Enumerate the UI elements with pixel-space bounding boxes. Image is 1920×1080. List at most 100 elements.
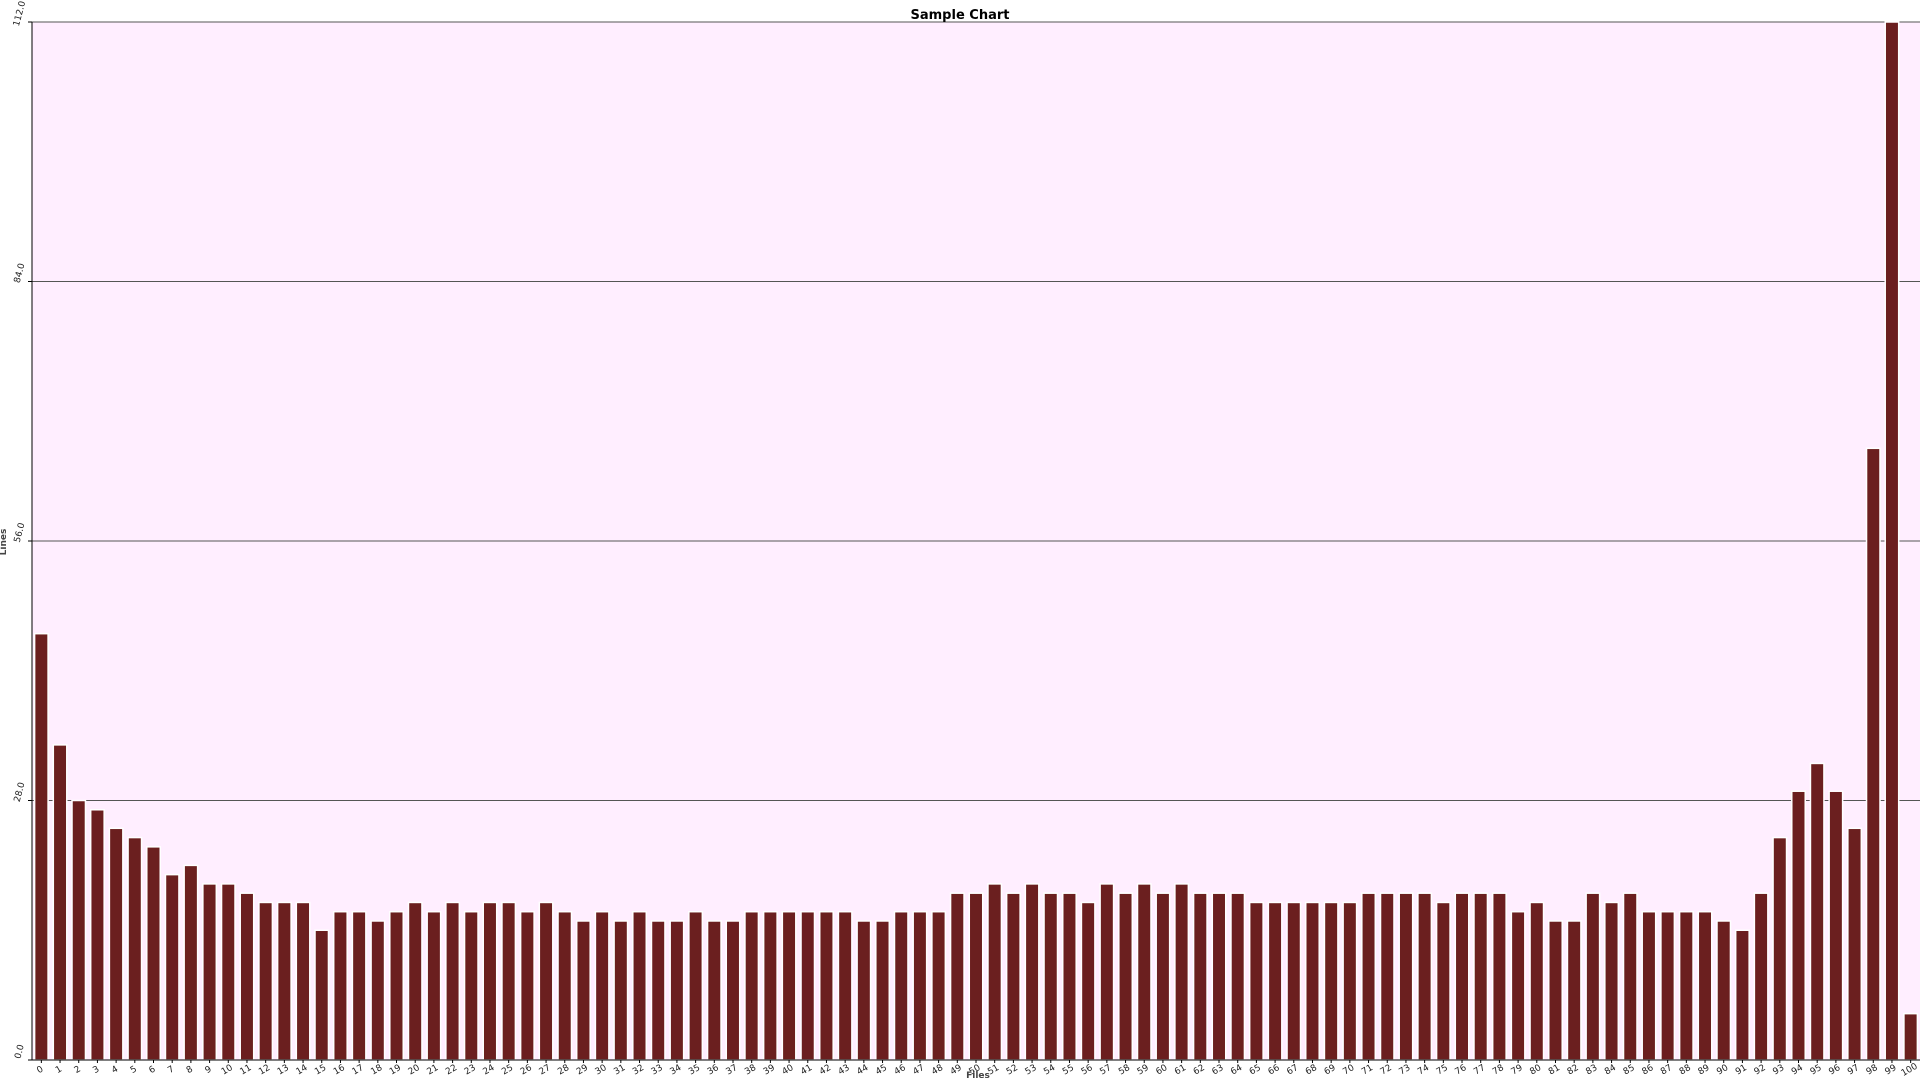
- bar-93: [1772, 836, 1788, 1061]
- x-tick-label: 0: [35, 1064, 45, 1076]
- bar-38: [744, 910, 760, 1061]
- bar-66: [1267, 901, 1283, 1061]
- bar-27: [538, 901, 554, 1061]
- x-tick-label: 86: [1640, 1063, 1655, 1078]
- x-tick-label: 7: [166, 1065, 176, 1077]
- bar-22: [445, 901, 461, 1061]
- bar-16: [332, 910, 348, 1061]
- bar-88: [1678, 910, 1694, 1061]
- bar-50: [968, 892, 984, 1061]
- x-tick-label: 73: [1397, 1063, 1412, 1077]
- bar-63: [1211, 892, 1227, 1061]
- bar-90: [1716, 920, 1732, 1061]
- bar-21: [426, 910, 442, 1061]
- bar-67: [1286, 901, 1302, 1061]
- bar-20: [407, 901, 423, 1061]
- x-tick-label: 21: [425, 1063, 440, 1077]
- bar-8: [183, 864, 199, 1061]
- bar-59: [1136, 883, 1152, 1061]
- bar-54: [1043, 892, 1059, 1061]
- x-tick-label: 52: [1005, 1063, 1020, 1077]
- x-tick-label: 59: [1136, 1063, 1151, 1078]
- x-tick-label: 1: [54, 1065, 64, 1077]
- x-tick-label: 46: [893, 1063, 908, 1078]
- x-tick-label: 92: [1753, 1063, 1768, 1077]
- x-tick-label: 67: [1285, 1063, 1300, 1077]
- bar-80: [1529, 901, 1545, 1061]
- bar-91: [1734, 929, 1750, 1061]
- chart-title: Sample Chart: [911, 8, 1010, 23]
- x-tick-label: 63: [1211, 1063, 1226, 1077]
- x-tick-label: 30: [594, 1063, 609, 1078]
- x-tick-label: 66: [1267, 1063, 1282, 1078]
- x-tick-label: 97: [1846, 1063, 1861, 1077]
- x-tick-label: 57: [1098, 1063, 1113, 1077]
- x-tick-label: 69: [1323, 1063, 1338, 1078]
- bar-69: [1323, 901, 1339, 1061]
- x-tick-label: 68: [1304, 1063, 1319, 1078]
- x-tick-label: 100: [1900, 1062, 1920, 1079]
- x-tick-label: 72: [1379, 1063, 1394, 1077]
- y-tick-label: 84.0: [13, 262, 28, 284]
- y-tick-label: 56.0: [13, 522, 28, 544]
- bar-78: [1491, 892, 1507, 1061]
- x-tick-label: 6: [148, 1064, 158, 1076]
- x-tick-label: 61: [1173, 1063, 1188, 1077]
- bar-84: [1604, 901, 1620, 1061]
- bar-39: [762, 910, 778, 1061]
- bar-92: [1753, 892, 1769, 1061]
- bar-47: [912, 910, 928, 1061]
- bar-35: [688, 910, 704, 1061]
- bar-42: [818, 910, 834, 1061]
- x-tick-label: 35: [687, 1063, 702, 1077]
- bar-68: [1305, 901, 1320, 1061]
- bar-58: [1118, 892, 1134, 1061]
- x-tick-label: 42: [818, 1063, 833, 1077]
- bar-18: [370, 920, 386, 1061]
- x-tick-label: 45: [874, 1063, 889, 1077]
- x-tick-label: 19: [388, 1063, 403, 1078]
- bar-89: [1697, 910, 1713, 1061]
- bar-9: [202, 883, 218, 1061]
- bar-49: [949, 892, 965, 1061]
- bar-99: [1884, 21, 1900, 1061]
- x-tick-label: 85: [1622, 1063, 1637, 1077]
- x-tick-label: 98: [1865, 1063, 1880, 1078]
- x-tick-label: 93: [1771, 1063, 1786, 1077]
- bar-86: [1641, 910, 1657, 1061]
- x-tick-label: 36: [706, 1063, 721, 1078]
- bar-13: [276, 901, 292, 1061]
- x-tick-label: 26: [519, 1063, 534, 1078]
- x-tick-label: 32: [631, 1063, 646, 1077]
- x-tick-label: 84: [1603, 1063, 1618, 1078]
- bar-100: [1903, 1012, 1919, 1061]
- bar-70: [1342, 901, 1358, 1061]
- bar-77: [1473, 892, 1489, 1061]
- x-tick-label: 79: [1510, 1063, 1525, 1078]
- x-tick-label: 43: [837, 1063, 852, 1077]
- bar-1: [52, 744, 68, 1061]
- bar-37: [725, 920, 741, 1061]
- bar-57: [1099, 883, 1115, 1061]
- bar-41: [800, 910, 816, 1061]
- bar-34: [669, 920, 685, 1061]
- x-tick-label: 51: [986, 1063, 1001, 1077]
- bar-62: [1192, 892, 1208, 1061]
- x-tick-label: 47: [911, 1063, 926, 1077]
- bar-23: [463, 910, 479, 1061]
- x-tick-label: 15: [313, 1063, 328, 1077]
- x-tick-label: 91: [1734, 1063, 1749, 1077]
- bar-0: [33, 632, 49, 1061]
- x-tick-label: 95: [1809, 1063, 1824, 1077]
- x-tick-label: 53: [1024, 1063, 1039, 1077]
- bar-96: [1828, 790, 1844, 1061]
- x-tick-label: 55: [1061, 1063, 1076, 1077]
- x-tick-label: 49: [949, 1063, 964, 1078]
- bar-29: [575, 920, 591, 1061]
- bar-2: [71, 799, 87, 1061]
- bar-43: [837, 910, 853, 1061]
- x-tick-label: 71: [1360, 1063, 1375, 1077]
- bar-48: [931, 910, 947, 1061]
- x-tick-label: 70: [1341, 1063, 1356, 1078]
